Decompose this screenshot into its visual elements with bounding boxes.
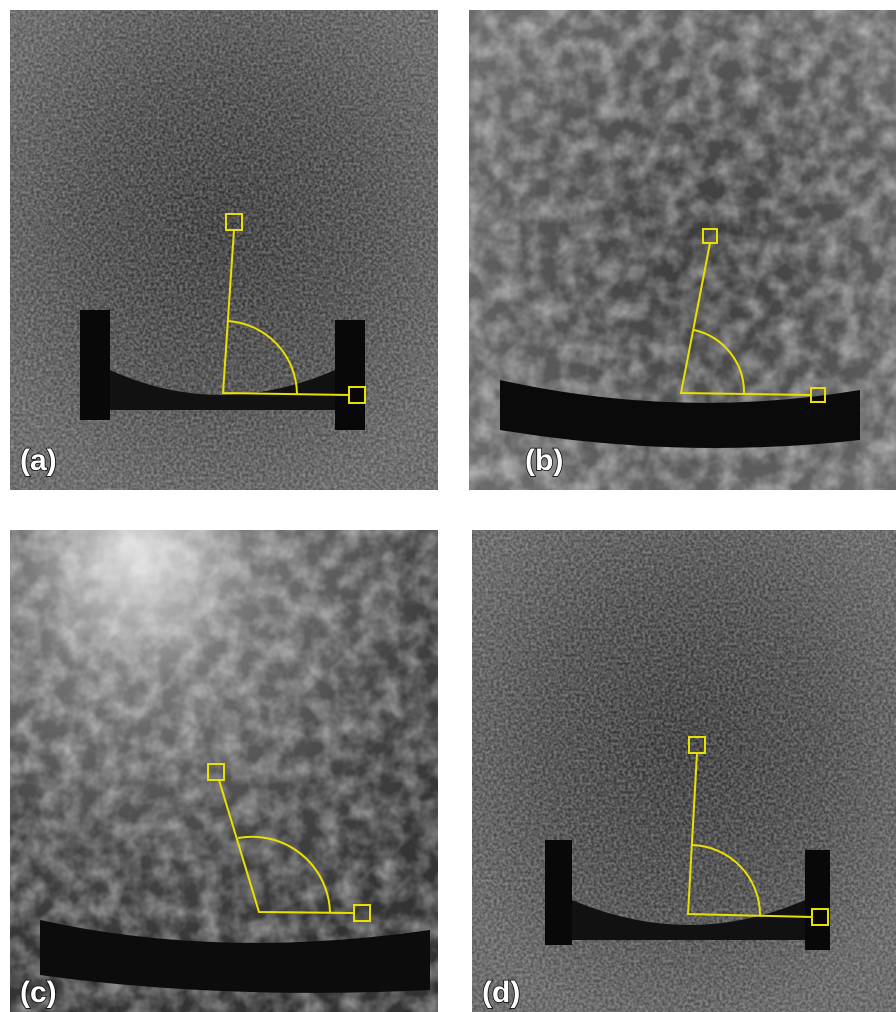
page: (a) (b) (c) (d) <box>0 0 896 1012</box>
panel-label: (c) <box>20 976 57 1009</box>
panel: (b) <box>469 10 896 490</box>
panel-label: (d) <box>482 976 520 1009</box>
panel-label: (a) <box>20 444 57 477</box>
panel: (a) <box>10 10 438 490</box>
panel: (c) <box>10 530 438 1012</box>
image-texture <box>10 10 438 490</box>
panel: (d) <box>472 530 896 1012</box>
panel-label: (b) <box>525 444 563 477</box>
figure: (a) (b) (c) (d) <box>0 0 896 1012</box>
